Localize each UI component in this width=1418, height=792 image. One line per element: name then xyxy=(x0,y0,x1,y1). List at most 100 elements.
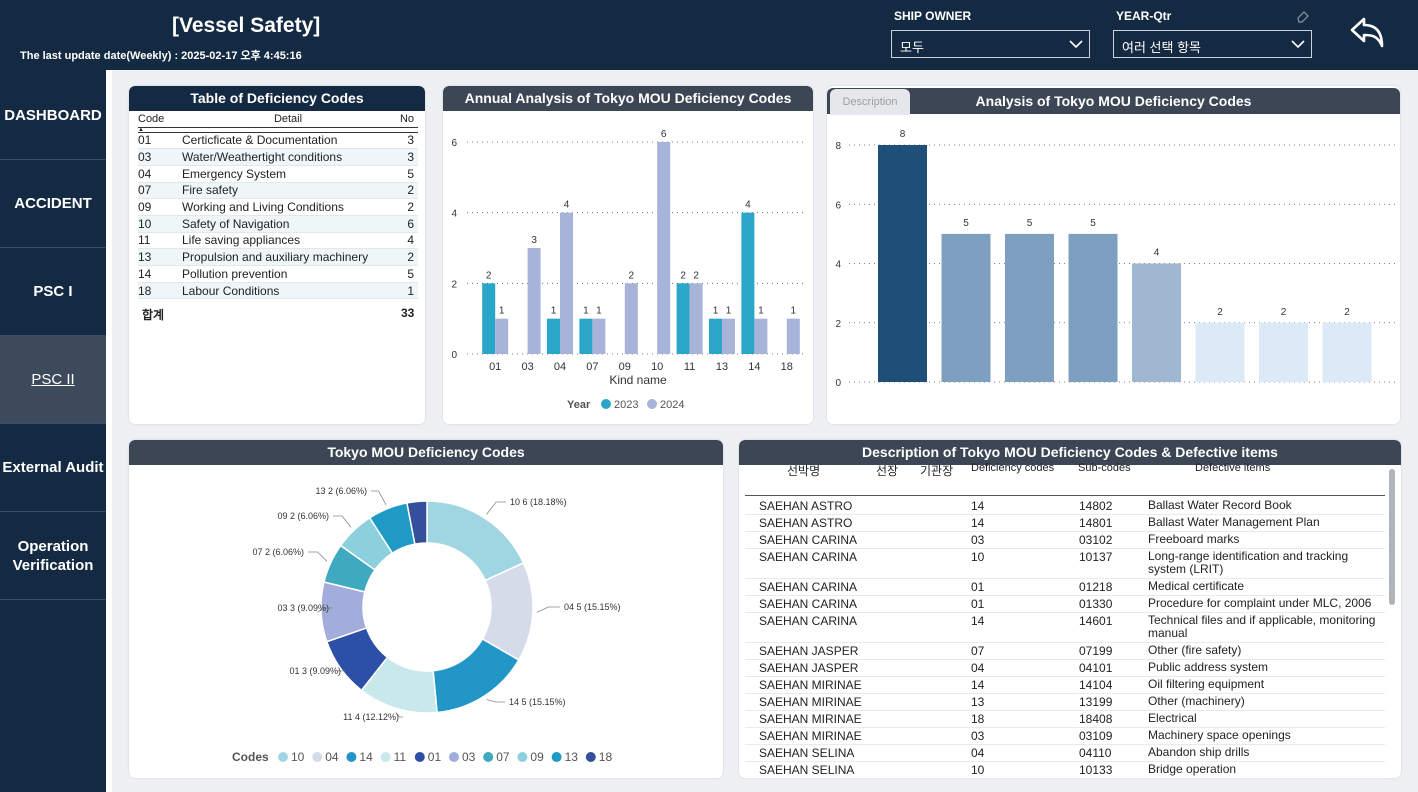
donut-chart: 10 6 (18.18%) 04 5 (15.15%) 14 5 (15.15%) 1… xyxy=(232,486,621,764)
eraser-icon[interactable] xyxy=(1296,9,1310,23)
table-row[interactable]: 03 Water/Weathertight conditions 3 xyxy=(138,148,418,166)
col-detail[interactable]: Detail xyxy=(273,113,303,126)
ship-owner-select[interactable]: 모두 xyxy=(891,30,1090,58)
row-sub-code: 01218 xyxy=(1079,580,1113,594)
analysis-chart-title: Analysis of Tokyo MOU Deficiency Codes xyxy=(827,88,1400,114)
row-detail: Water/Weathertight conditions xyxy=(178,148,398,166)
table-row[interactable]: 04 Emergency System 5 xyxy=(138,165,418,183)
bar xyxy=(1132,263,1181,382)
table-row[interactable]: 01 Certicficate & Documentation 3 xyxy=(138,132,418,150)
bar xyxy=(1322,322,1372,382)
last-update-label: The last update date(Weekly) : xyxy=(20,50,179,62)
bar-2024-18 xyxy=(786,318,800,354)
x-tick-label: 09 xyxy=(619,361,631,373)
col-captain[interactable]: 선장 xyxy=(876,464,899,478)
table-row[interactable]: SAEHAN ASTRO 14 14801 Ballast Water Managem… xyxy=(745,515,1385,532)
x-tick-label: 01 xyxy=(489,361,501,373)
nav-accident[interactable]: ACCIDENT xyxy=(0,160,106,248)
row-count: 2 xyxy=(398,182,418,200)
data-label: 1 xyxy=(713,306,719,317)
legend-marker-04 xyxy=(312,752,323,762)
data-label: 2 xyxy=(1344,307,1350,318)
col-defective-items[interactable]: Defective items xyxy=(1195,462,1271,474)
last-update: The last update date(Weekly) : 2025-02-1… xyxy=(20,47,302,63)
data-label: 5 xyxy=(1027,218,1033,229)
nav-psc-2[interactable]: PSC II xyxy=(0,336,106,424)
legend-label-07: 07 xyxy=(496,750,510,764)
slice-10 xyxy=(426,500,525,582)
table-row[interactable]: SAEHAN MIRINAE 18 18408 Electrical xyxy=(745,711,1385,728)
sort-arrow-icon[interactable]: ▲ xyxy=(138,127,178,133)
row-detail: Life saving appliances xyxy=(178,232,398,250)
table-row[interactable]: 18 Labour Conditions 1 xyxy=(138,282,418,300)
nav-dashboard[interactable]: DASHBOARD xyxy=(0,72,106,160)
row-sub-code: 04110 xyxy=(1079,746,1112,760)
table-row[interactable]: SAEHAN MIRINAE 03 03109 Machinery space ope… xyxy=(745,728,1385,745)
legend-label-13: 13 xyxy=(565,750,579,764)
nav-psc-1[interactable]: PSC I xyxy=(0,248,106,336)
row-defective-item: Bridge operation xyxy=(1148,762,1237,776)
table-row[interactable]: 10 Safety of Navigation 6 xyxy=(138,215,418,233)
row-count: 4 xyxy=(398,232,418,250)
data-label: 1 xyxy=(791,306,797,317)
table-row[interactable]: SAEHAN JASPER 07 07199 Other (fire safety) xyxy=(745,643,1385,660)
bar-2024-10 xyxy=(657,142,671,354)
legend-label-01: 01 xyxy=(428,750,442,764)
table-row[interactable]: 14 Pollution prevention 5 xyxy=(138,265,418,283)
legend-marker-14 xyxy=(346,752,357,762)
col-no[interactable]: No xyxy=(399,113,414,126)
row-sub-code: 10137 xyxy=(1079,550,1113,564)
bar-2023-14 xyxy=(741,212,755,354)
row-detail: Working and Living Conditions xyxy=(178,198,398,216)
nav-external-audit[interactable]: External Audit xyxy=(0,424,106,512)
col-chief-engineer[interactable]: 기관장 xyxy=(920,464,954,478)
table-row[interactable]: SAEHAN CARINA 14 14601 Technical files and … xyxy=(745,613,1385,643)
table-row[interactable]: SAEHAN MIRINAE 13 13199 Other (machinery) xyxy=(745,694,1385,711)
row-ship-name: SAEHAN MIRINAE xyxy=(759,678,862,692)
donut-chart-card: Tokyo MOU Deficiency Codes 10 6 (18.18%)… xyxy=(129,440,723,778)
row-deficiency-code: 04 xyxy=(971,746,985,760)
slice-label: 11 4 (12.12%) xyxy=(343,712,399,722)
legend-marker-13 xyxy=(551,752,562,762)
row-ship-name: SAEHAN SELINA xyxy=(759,746,855,760)
row-sub-code: 03102 xyxy=(1079,533,1113,547)
data-label: 2 xyxy=(629,270,635,281)
nav-operation-verification[interactable]: Operation Verification xyxy=(0,512,106,600)
year-qtr-select[interactable]: 여러 선택 항목 xyxy=(1113,30,1312,58)
row-defective-item: Procedure for complaint under MLC, 2006 xyxy=(1148,596,1372,610)
table-row[interactable]: 11 Life saving appliances 4 xyxy=(138,232,418,250)
table-row[interactable]: SAEHAN JASPER 04 04101 Public address syste… xyxy=(745,660,1385,677)
table-row[interactable]: 07 Fire safety 2 xyxy=(138,182,418,200)
back-arrow-icon[interactable] xyxy=(1348,16,1386,50)
col-deficiency-codes[interactable]: Deficiency codes xyxy=(971,462,1055,474)
row-defective-item: Public address system xyxy=(1148,660,1269,674)
row-ship-name: SAEHAN MIRINAE xyxy=(759,712,862,726)
row-ship-name: SAEHAN CARINA xyxy=(759,597,858,611)
table-row[interactable]: SAEHAN SELINA 10 10133 Bridge operation xyxy=(745,762,1385,779)
col-code[interactable]: Code xyxy=(138,113,165,126)
slice-label: 10 6 (18.18%) xyxy=(510,497,567,507)
year-qtr-value: 여러 선택 항목 xyxy=(1122,40,1201,55)
col-ship-name[interactable]: 선박명 xyxy=(787,464,821,478)
row-deficiency-code: 14 xyxy=(971,678,985,692)
table-row[interactable]: SAEHAN CARINA 01 01330 Procedure for compla… xyxy=(745,596,1385,613)
x-axis-label: Kind name xyxy=(609,373,667,387)
row-defective-item: Electrical xyxy=(1148,711,1197,725)
row-deficiency-code: 14 xyxy=(971,516,985,530)
table-row[interactable]: 09 Working and Living Conditions 2 xyxy=(138,198,418,216)
y-tick-label: 2 xyxy=(451,279,457,290)
legend-label-09: 09 xyxy=(530,750,544,764)
table-row[interactable]: SAEHAN MIRINAE 14 14104 Oil filtering equip… xyxy=(745,677,1385,694)
table-row[interactable]: SAEHAN SELINA 04 04110 Abandon ship drills xyxy=(745,745,1385,762)
scrollbar[interactable] xyxy=(1389,469,1395,605)
table-row[interactable]: 13 Propulsion and auxiliary machinery 2 xyxy=(138,248,418,266)
row-defective-item: Other (machinery) xyxy=(1148,694,1245,708)
row-sub-code: 14801 xyxy=(1079,516,1113,530)
table-row[interactable]: SAEHAN CARINA 10 10137 Long-range identific… xyxy=(745,549,1385,579)
tab-description[interactable]: Description xyxy=(830,89,910,115)
table-row[interactable]: SAEHAN ASTRO 14 14802 Ballast Water Record … xyxy=(745,498,1385,515)
table-row[interactable]: SAEHAN CARINA 01 01218 Medical certificate xyxy=(745,579,1385,596)
col-sub-codes[interactable]: Sub-codes xyxy=(1078,462,1131,474)
table-row[interactable]: SAEHAN CARINA 03 03102 Freeboard marks xyxy=(745,532,1385,549)
total-value: 33 xyxy=(401,306,415,320)
